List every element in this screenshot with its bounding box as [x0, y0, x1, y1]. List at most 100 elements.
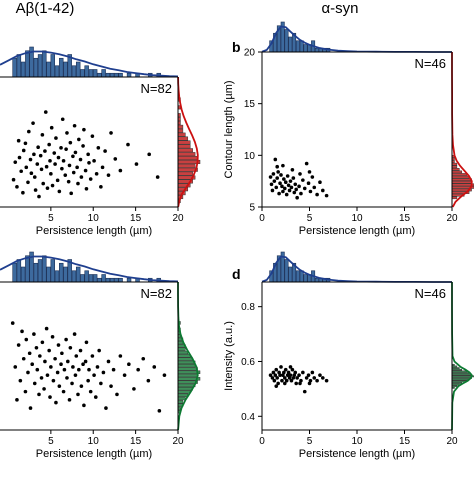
scatter-point: [299, 378, 303, 383]
scatter-point: [30, 362, 35, 367]
side-hist-bar: [451, 178, 472, 182]
x-tick-label: 10: [351, 436, 363, 447]
x-tick-label: 20: [446, 213, 458, 224]
top-hist-bar: [37, 54, 43, 78]
top-hist-bar: [80, 274, 85, 283]
scatter-point: [283, 381, 287, 386]
top-hist-bar: [92, 274, 98, 283]
x-axis-title: Persistence length (µm): [299, 448, 415, 460]
top-hist-bar: [114, 72, 119, 78]
side-hist-bar: [177, 390, 191, 394]
side-hist-bar: [177, 128, 184, 133]
scatter-point: [31, 121, 35, 125]
scatter-point: [288, 179, 293, 183]
scatter-point: [13, 365, 18, 369]
scatter-point: [274, 367, 279, 372]
scatter-point: [29, 171, 34, 175]
count-annotation: N=46: [415, 56, 446, 71]
scatter-point: [276, 170, 280, 174]
scatter-point: [86, 152, 90, 157]
scatter-point: [45, 186, 50, 190]
x-tick-label: 5: [48, 213, 54, 224]
top-hist-bar: [75, 61, 81, 78]
scatter-point: [281, 373, 285, 377]
top-hist-bar: [105, 72, 111, 78]
scatter-point: [284, 378, 289, 383]
scatter-point: [152, 365, 157, 369]
scatter-point: [42, 387, 46, 391]
scatter-point: [127, 362, 131, 367]
top-hist-bar: [92, 69, 98, 78]
scatter-point: [292, 190, 297, 195]
scatter-point: [307, 170, 312, 174]
side-hist-bar: [451, 365, 458, 368]
top-hist-bar: [75, 266, 81, 283]
scatter-point: [47, 348, 51, 353]
scatter-point: [162, 373, 167, 377]
scatter-point: [86, 378, 90, 383]
scatter-point: [67, 163, 72, 168]
scatter-point: [49, 125, 54, 130]
side-hist-bar: [177, 163, 196, 168]
count-annotation: N=82: [141, 286, 172, 301]
scatter-point: [287, 188, 292, 193]
scatter-point: [270, 188, 275, 193]
top-hist-bar: [314, 277, 319, 283]
scatter-point: [66, 359, 70, 364]
scatter-point: [76, 181, 80, 186]
top-hist-bar: [20, 61, 26, 78]
top-hist-bar: [295, 40, 300, 53]
y-tick-label: 10: [244, 151, 256, 162]
side-hist-bar: [451, 162, 458, 166]
top-hist-bar: [105, 277, 111, 283]
scatter-point: [97, 348, 101, 353]
side-hist-bar: [451, 378, 470, 381]
scatter-point: [141, 356, 146, 361]
scatter-point: [301, 178, 305, 182]
scatter-point: [297, 373, 301, 377]
scatter-point: [41, 181, 46, 186]
scatter-point: [274, 384, 279, 388]
scatter-point: [11, 177, 16, 182]
scatter-point: [59, 362, 63, 367]
scatter-point: [84, 187, 89, 191]
panel-letter-b: b: [232, 39, 241, 55]
scatter-point: [96, 146, 101, 150]
top-hist-bar: [314, 47, 319, 53]
side-hist-bar: [177, 124, 184, 129]
scatter-point: [40, 340, 45, 345]
scatter-point: [324, 378, 329, 383]
top-fit-curve: [0, 255, 179, 283]
top-fit-curve: [0, 50, 179, 78]
y-tick-label: 20: [244, 48, 256, 59]
side-hist-bar: [451, 383, 460, 386]
scatter-point: [61, 389, 66, 394]
scatter-point: [279, 173, 283, 177]
top-hist-bar: [42, 255, 47, 283]
scatter-point: [21, 356, 26, 361]
scatter-point: [24, 165, 29, 170]
scatter-point: [77, 367, 81, 372]
scatter-point: [44, 326, 49, 331]
top-hist-bar: [288, 266, 293, 283]
scatter-point: [36, 145, 40, 149]
scatter-point: [54, 136, 58, 140]
scatter-point: [312, 185, 317, 190]
scatter-point: [75, 165, 79, 170]
x-tick-label: 15: [130, 213, 142, 224]
scatter-point: [76, 392, 80, 397]
scatter-point: [34, 345, 39, 350]
x-tick-label: 15: [399, 436, 411, 447]
scatter-point: [283, 367, 288, 372]
scatter-point: [308, 378, 313, 383]
scatter-point: [64, 337, 68, 342]
top-hist-bar: [114, 277, 119, 283]
y-tick-label: 0.4: [241, 412, 255, 423]
scatter-point: [310, 370, 315, 375]
panel-a: 5 10 15 20 Persistence length (µm) N=82: [0, 46, 201, 237]
x-tick-label: 0: [259, 436, 265, 447]
top-hist-bar: [16, 259, 22, 283]
scatter-point: [87, 367, 91, 372]
scatter-point: [293, 182, 298, 187]
